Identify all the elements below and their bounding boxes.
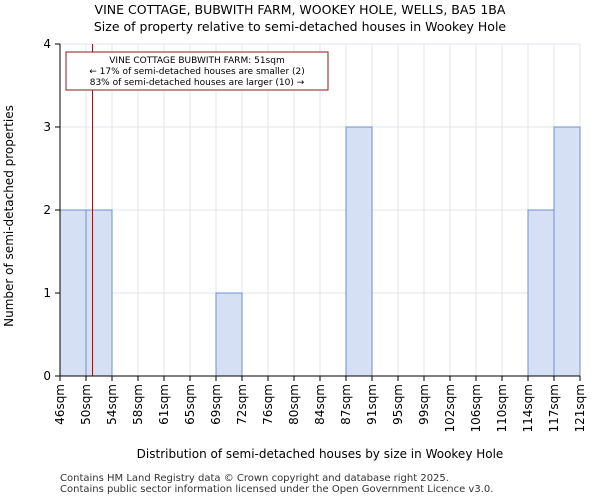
x-tick-label: 50sqm <box>79 384 93 425</box>
x-tick-label: 102sqm <box>443 384 457 432</box>
x-tick-label: 87sqm <box>339 384 353 425</box>
x-tick-label: 110sqm <box>495 384 509 432</box>
y-tick-label: 2 <box>43 203 51 217</box>
property-marker: VINE COTTAGE BUBWITH FARM: 51sqm← 17% of… <box>65 44 329 376</box>
bar <box>553 126 581 377</box>
annotation-box <box>65 51 329 91</box>
y-tick-label: 3 <box>43 120 51 134</box>
x-tick-label: 58sqm <box>131 384 145 425</box>
footer-copyright: Contains HM Land Registry data © Crown c… <box>60 473 449 484</box>
x-tick-label: 95sqm <box>391 384 405 425</box>
chart-title: VINE COTTAGE, BUBWITH FARM, WOOKEY HOLE,… <box>94 2 506 17</box>
x-tick-label: 84sqm <box>313 384 327 425</box>
x-tick-label: 54sqm <box>105 384 119 425</box>
y-axis-label: Number of semi-detached properties <box>2 105 16 327</box>
bar <box>527 209 555 377</box>
annotation-line: 83% of semi-detached houses are larger (… <box>90 78 305 88</box>
chart-subtitle: Size of property relative to semi-detach… <box>93 19 507 34</box>
x-tick-label: 106sqm <box>469 384 483 432</box>
bar <box>345 126 373 377</box>
x-tick-label: 99sqm <box>417 384 431 425</box>
x-tick-label: 61sqm <box>157 384 171 425</box>
x-tick-label: 117sqm <box>547 384 561 432</box>
x-tick-label: 46sqm <box>53 384 67 425</box>
y-tick-label: 1 <box>43 286 51 300</box>
x-tick-label: 65sqm <box>183 384 197 425</box>
bar <box>85 209 113 377</box>
x-tick-label: 76sqm <box>261 384 275 425</box>
bar <box>215 292 243 377</box>
bar-chart: 0 1 2 3 4 46sqm 50sqm 54sqm 58sqm 61sqm 65sqm 69sqm… <box>2 37 587 461</box>
x-tick-label: 121sqm <box>573 384 587 432</box>
x-axis-label: Distribution of semi-detached houses by … <box>137 447 504 461</box>
bar <box>59 209 87 377</box>
x-tick-label: 114sqm <box>521 384 535 432</box>
footer-licence: Contains public sector information licen… <box>60 484 494 495</box>
axes: 0 1 2 3 4 46sqm 50sqm 54sqm 58sqm 61sqm 65sqm 69sqm… <box>43 37 587 432</box>
annotation-line: VINE COTTAGE BUBWITH FARM: 51sqm <box>109 56 284 66</box>
x-tick-label: 69sqm <box>209 384 223 425</box>
grid-lines <box>59 43 581 377</box>
x-tick-label: 80sqm <box>287 384 301 425</box>
annotation-line: ← 17% of semi-detached houses are smalle… <box>89 67 305 77</box>
x-tick-label: 72sqm <box>235 384 249 425</box>
y-tick-label: 0 <box>43 369 51 383</box>
y-tick-label: 4 <box>43 37 51 51</box>
x-tick-label: 91sqm <box>365 384 379 425</box>
